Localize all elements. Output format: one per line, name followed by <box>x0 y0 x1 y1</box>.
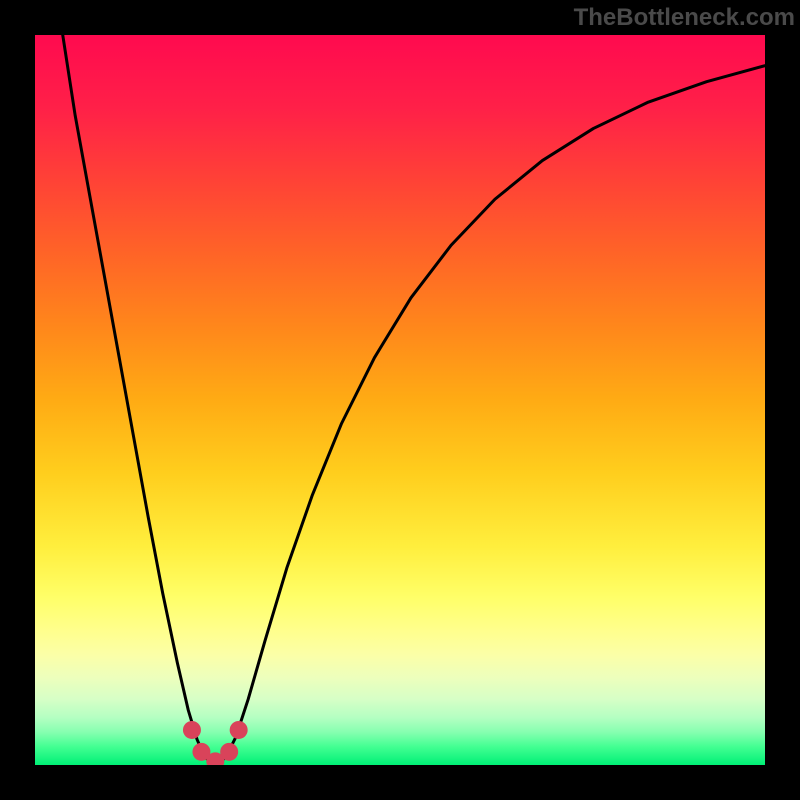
marker-dot <box>230 721 248 739</box>
marker-dot <box>183 721 201 739</box>
marker-dot <box>220 743 238 761</box>
bottleneck-chart <box>35 35 765 765</box>
chart-background <box>35 35 765 765</box>
watermark-text: TheBottleneck.com <box>574 4 795 32</box>
